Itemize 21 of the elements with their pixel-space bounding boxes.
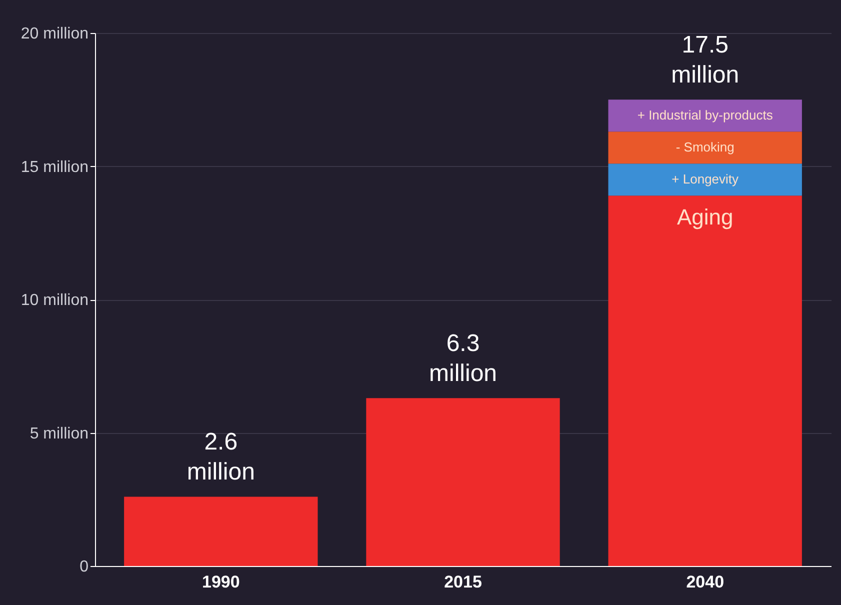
x-tick-label: 1990 bbox=[202, 572, 240, 592]
x-tick-label: 2015 bbox=[444, 572, 482, 592]
x-tick-label: 2040 bbox=[686, 572, 724, 592]
bar bbox=[608, 100, 802, 132]
series-label: + Industrial by-products bbox=[637, 108, 774, 123]
series-label: + Longevity bbox=[672, 172, 740, 187]
series-label: Aging bbox=[676, 204, 734, 230]
total-label: 17.5 million bbox=[671, 32, 740, 89]
bar bbox=[608, 196, 802, 566]
bar bbox=[608, 164, 802, 196]
series-label: - Smoking bbox=[676, 140, 734, 155]
bar bbox=[124, 496, 318, 566]
bar bbox=[608, 132, 802, 164]
y-tick-label: 0 bbox=[80, 558, 89, 576]
total-label: 2.6 million bbox=[186, 428, 255, 486]
total-label: 6.3 million bbox=[428, 330, 498, 388]
y-tick-label: 10 million bbox=[20, 292, 88, 309]
bar bbox=[366, 398, 560, 566]
y-tick-label: 20 million bbox=[20, 26, 88, 42]
y-tick-label: 5 million bbox=[30, 425, 88, 442]
y-tick-label: 15 million bbox=[20, 158, 88, 176]
